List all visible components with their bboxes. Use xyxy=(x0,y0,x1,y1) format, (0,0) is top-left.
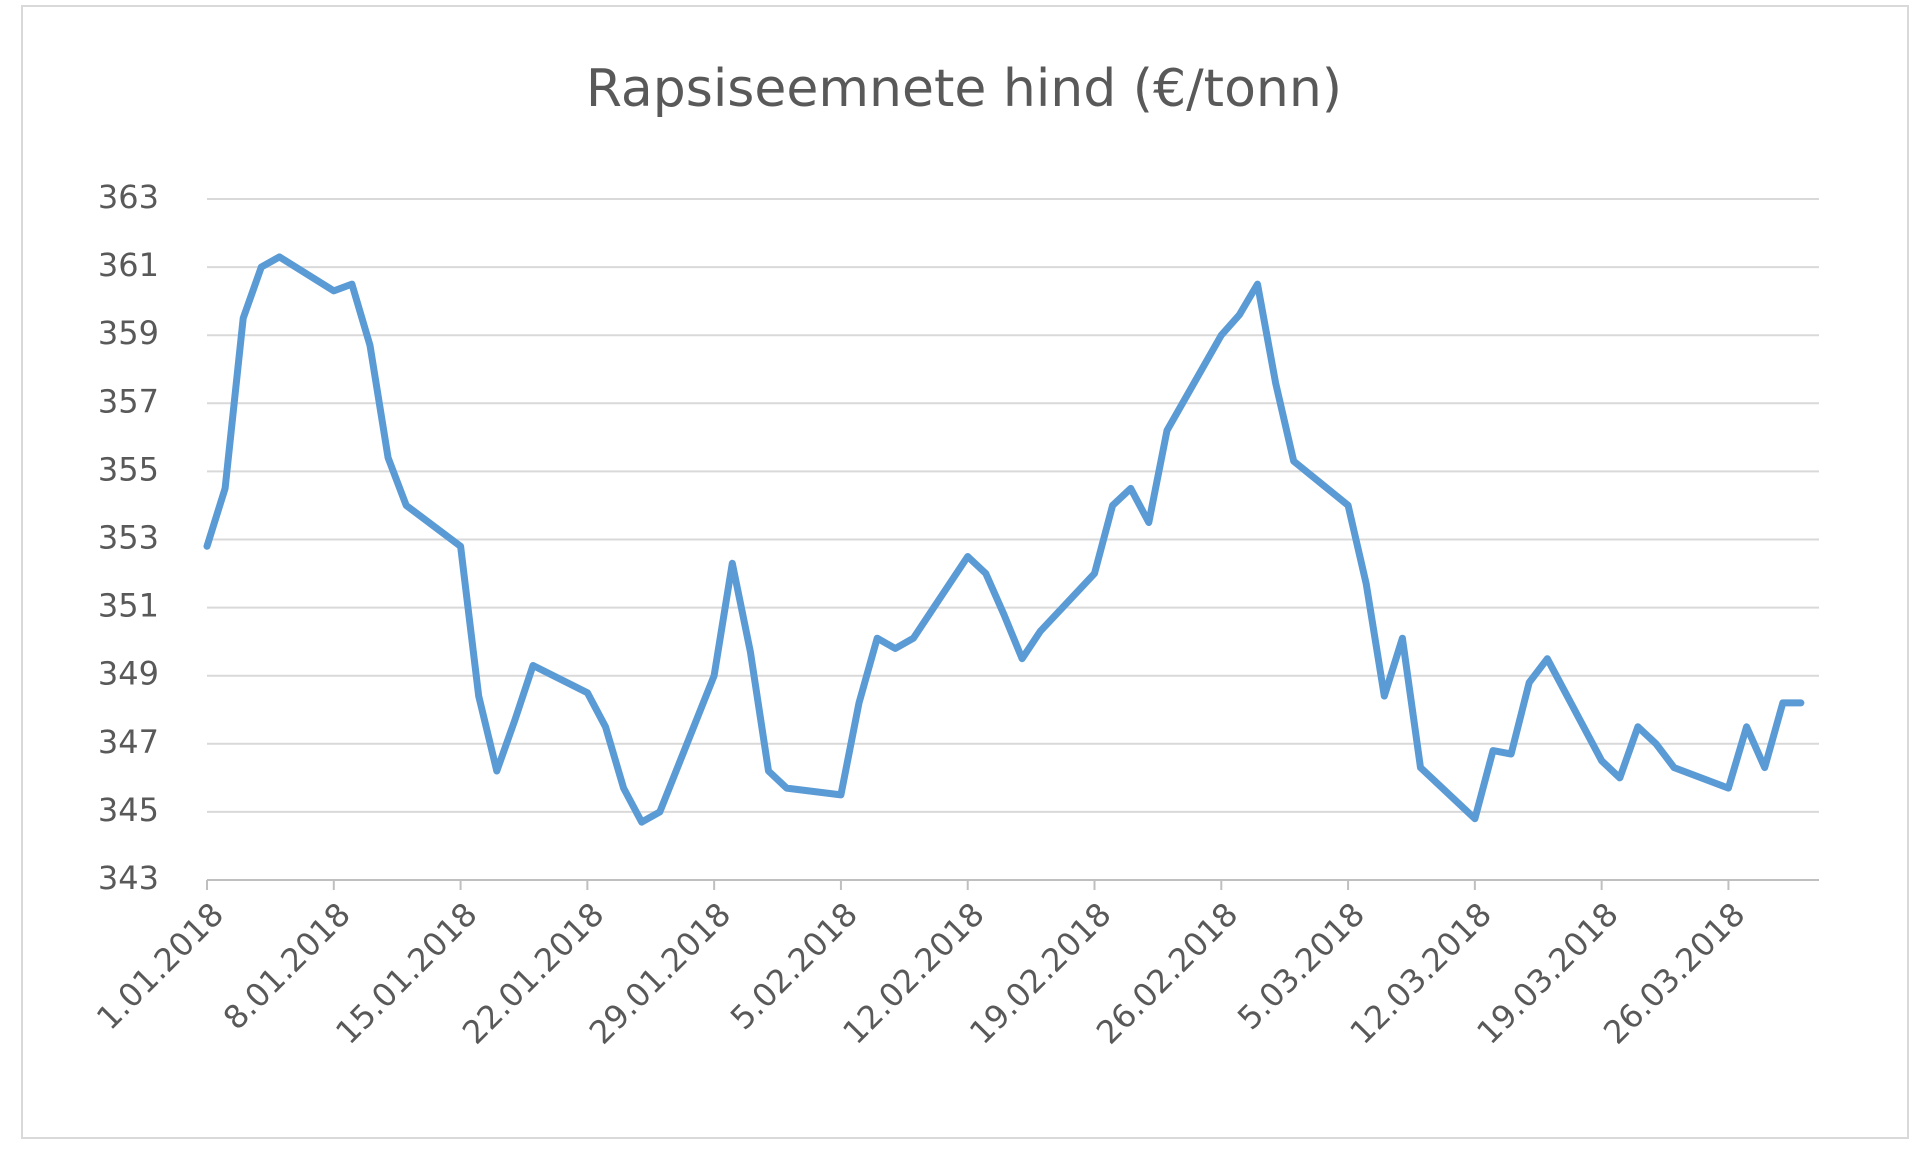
chart-title: Rapsiseemnete hind (€/tonn) xyxy=(586,59,1342,119)
y-tick-label: 359 xyxy=(98,314,159,352)
line-series xyxy=(203,253,1805,826)
y-tick-label: 345 xyxy=(98,791,159,829)
y-tick-label: 347 xyxy=(98,723,159,761)
y-tick-label: 361 xyxy=(98,246,159,284)
y-tick-label: 343 xyxy=(98,859,159,897)
y-tick-label: 355 xyxy=(98,450,159,488)
y-tick-label: 363 xyxy=(98,178,159,216)
y-tick-label: 353 xyxy=(98,519,159,557)
y-tick-label: 349 xyxy=(98,655,159,693)
y-tick-label: 351 xyxy=(98,587,159,625)
y-tick-label: 357 xyxy=(98,382,159,420)
chart-frame xyxy=(21,5,1909,1139)
